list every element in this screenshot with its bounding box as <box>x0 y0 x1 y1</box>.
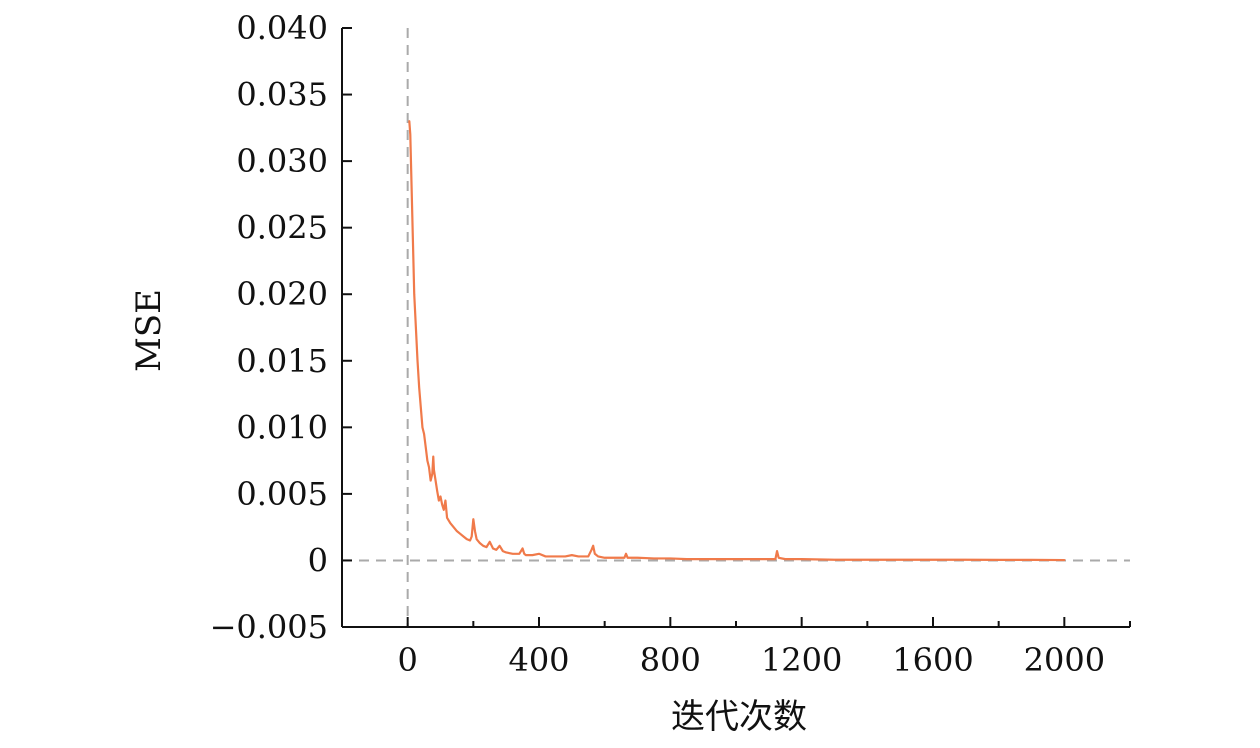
y-tick-label: 0.030 <box>236 142 328 180</box>
series-layer <box>408 120 1066 562</box>
y-tick-label: 0 <box>308 541 328 579</box>
x-axis-ticks: 0 400 800 1200 1600 2000 <box>397 617 1131 679</box>
series-line-0 <box>408 120 1066 562</box>
x-tick-label: 0 <box>397 641 417 679</box>
y-tick-label: 0.040 <box>236 9 328 47</box>
x-tick-label: 800 <box>640 641 701 679</box>
y-axis-title: MSE <box>129 289 169 372</box>
y-tick-label: 0.025 <box>236 209 328 247</box>
y-tick-label: 0.015 <box>236 342 328 380</box>
axes <box>341 28 1130 628</box>
y-tick-label: 0.035 <box>236 76 328 114</box>
x-tick-label: 1600 <box>892 641 973 679</box>
y-tick-label: −0.005 <box>210 608 328 646</box>
y-tick-label: 0.005 <box>236 475 328 513</box>
x-tick-label: 2000 <box>1024 641 1105 679</box>
x-axis-title: 迭代次数 <box>671 697 807 737</box>
y-tick-label: 0.010 <box>236 408 328 446</box>
y-axis-ticks: −0.005 0 0.005 0.010 0.015 0.020 0.025 0.030 0.0… <box>210 9 352 646</box>
y-tick-label: 0.020 <box>236 275 328 313</box>
x-tick-label: 1200 <box>761 641 842 679</box>
reference-lines <box>342 28 1130 627</box>
x-tick-label: 400 <box>508 641 569 679</box>
